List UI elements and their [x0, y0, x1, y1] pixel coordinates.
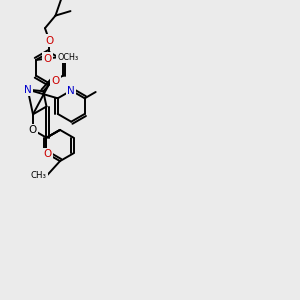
Text: O: O — [43, 53, 52, 64]
Text: OCH₃: OCH₃ — [58, 52, 79, 62]
Text: N: N — [68, 85, 75, 95]
Text: O: O — [52, 76, 60, 86]
Text: O: O — [43, 149, 51, 159]
Text: N: N — [24, 85, 32, 94]
Text: CH₃: CH₃ — [30, 171, 46, 180]
Text: O: O — [29, 125, 37, 135]
Text: O: O — [45, 36, 54, 46]
